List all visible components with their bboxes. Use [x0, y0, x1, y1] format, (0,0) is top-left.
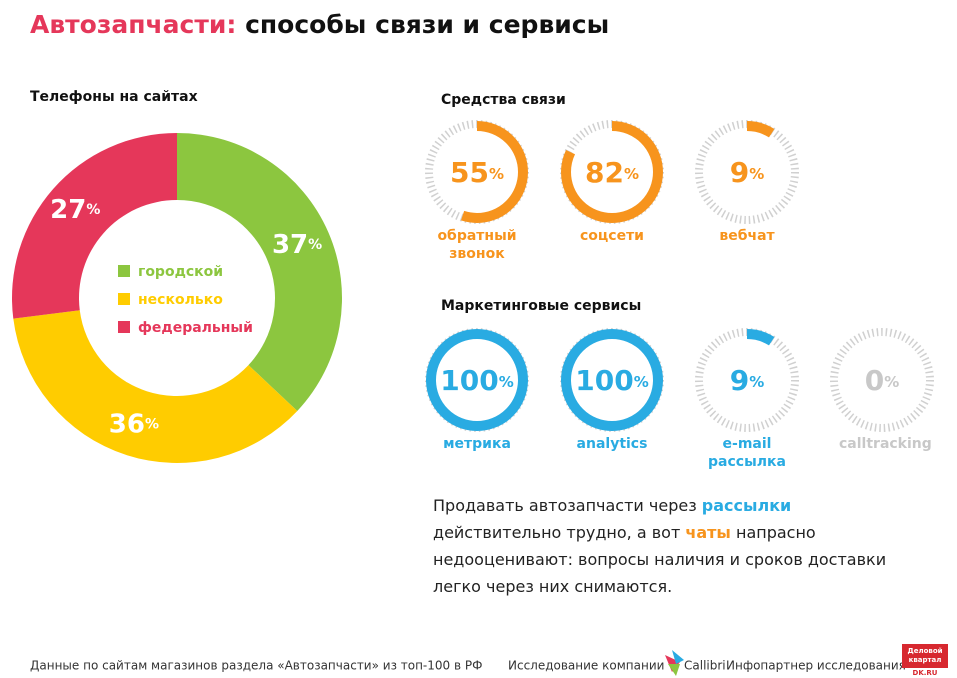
logo-text: Деловой: [907, 647, 942, 655]
gauge-label: соцсети: [579, 228, 644, 244]
logo-site: DK.RU: [913, 669, 938, 677]
source: Данные по сайтам магазинов раздела «Авто…: [30, 659, 482, 673]
legend-label: федеральный: [138, 320, 253, 336]
logo-text: квартал: [909, 656, 942, 664]
gauge-arc: [696, 121, 798, 223]
gauge-label: analytics: [576, 436, 648, 452]
value-label: 9%: [730, 156, 765, 189]
legend-swatch: [118, 265, 130, 277]
value-unit: %: [749, 373, 764, 391]
legend-label: городской: [138, 264, 223, 280]
gauge-label: calltracking: [839, 436, 932, 452]
title: Автозапчасти: способы связи и сервисы: [30, 10, 609, 39]
value-label: 82%: [585, 156, 639, 189]
note-text: Продавать автозапчасти через: [433, 496, 702, 515]
donut-segment: [11, 133, 178, 319]
value-number: 0: [865, 364, 884, 397]
legend-swatch: [118, 321, 130, 333]
value-unit: %: [489, 165, 504, 183]
value-number: 55: [450, 156, 489, 189]
value-number: 100: [575, 364, 633, 397]
value-unit: %: [499, 373, 514, 391]
partner: Инфопартнер исследования: [726, 659, 906, 673]
gauge-arc: [426, 121, 528, 223]
value-number: 82: [585, 156, 624, 189]
value-number: 37: [272, 230, 308, 260]
gauge-arc: [426, 329, 528, 431]
value-label: 55%: [450, 156, 504, 189]
value-unit: %: [634, 373, 649, 391]
gauge-arc: [561, 121, 663, 223]
logo-box: [902, 644, 948, 668]
value-number: 100: [440, 364, 498, 397]
chart-title: Телефоны на сайтах: [30, 89, 198, 105]
value-unit: %: [86, 202, 100, 218]
value-unit: %: [624, 165, 639, 183]
note-text: действительно трудно, а вот: [433, 523, 686, 542]
logo-shape: [672, 650, 684, 664]
value-number: 36: [109, 409, 145, 439]
chart-title: Средства связи: [441, 92, 566, 108]
value-label: 27%: [50, 195, 100, 225]
gauge-arc: [696, 329, 798, 431]
logo-shape: [668, 664, 680, 676]
donut-segment: [177, 133, 342, 411]
value-number: 9: [730, 364, 749, 397]
donut-segment: [13, 310, 298, 464]
note: Продавать автозапчасти через рассылки де…: [433, 492, 923, 600]
value-number: 27: [50, 195, 86, 225]
value-unit: %: [884, 373, 899, 391]
title-rest: способы связи и сервисы: [245, 10, 609, 39]
value-label: 0%: [865, 364, 900, 397]
value-label: 100%: [440, 364, 513, 397]
note-text: напрасно недооценивают: вопросы наличия …: [433, 523, 887, 596]
value-label: 36%: [109, 409, 159, 439]
legend-label: несколько: [138, 292, 223, 308]
title-accent: Автозапчасти:: [30, 10, 236, 39]
value-number: 9: [730, 156, 749, 189]
value-label: 9%: [730, 364, 765, 397]
gauge-label: метрика: [443, 436, 511, 452]
gauge-label: e-mail рассылка: [708, 436, 786, 470]
value-label: 37%: [272, 230, 322, 260]
note-highlight: чаты: [685, 523, 731, 542]
research: Исследование компании: [508, 659, 664, 673]
value-unit: %: [145, 416, 159, 432]
value-unit: %: [749, 165, 764, 183]
value-unit: %: [308, 237, 322, 253]
gauge-track: [830, 328, 934, 432]
value-label: 100%: [575, 364, 648, 397]
gauge-label: вебчат: [719, 228, 775, 244]
legend-swatch: [118, 293, 130, 305]
note-highlight: рассылки: [701, 496, 792, 515]
logo-shape: [665, 655, 680, 672]
chart-title: Маркетинговые сервисы: [441, 298, 641, 314]
gauge-arc: [561, 329, 663, 431]
gauge-label: обратный звонок: [437, 228, 517, 262]
company: Callibri: [684, 659, 726, 673]
